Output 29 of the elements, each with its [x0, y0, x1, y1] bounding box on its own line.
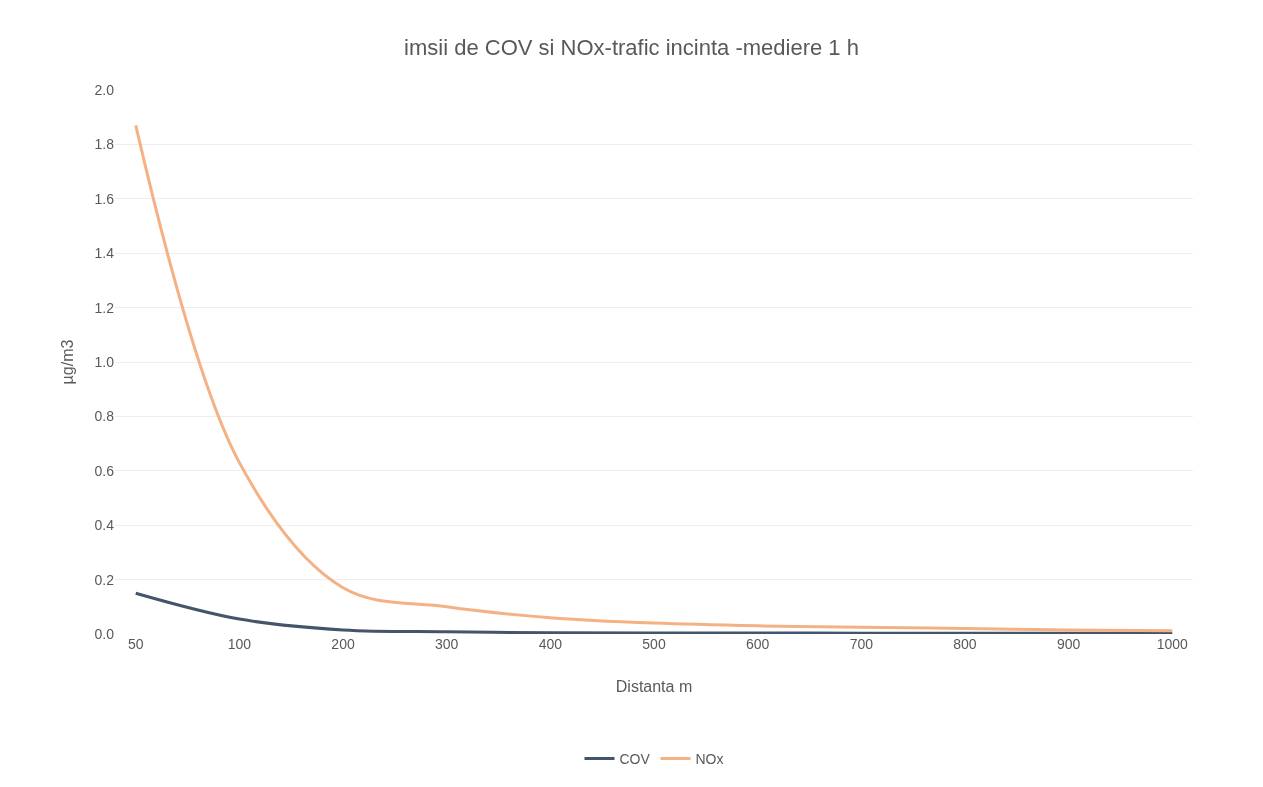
x-tick-label: 50 — [127, 636, 144, 652]
y-tick-label: 1.2 — [94, 299, 115, 316]
x-tick-label: 500 — [642, 636, 666, 652]
y-tick-label: 0.0 — [94, 625, 115, 642]
chart-title: imsii de COV si NOx-trafic incinta -mediere 1 h — [404, 34, 859, 60]
x-tick-label: 700 — [849, 636, 874, 652]
y-tick-label: 0.2 — [94, 571, 115, 588]
y-tick-label: 1.6 — [94, 190, 115, 207]
line-series — [134, 123, 1174, 633]
y-tick-label: 0.8 — [94, 408, 115, 425]
y-tick-label: 2.0 — [94, 81, 115, 98]
x-tick-label: 300 — [435, 636, 459, 652]
x-tick-label: 1000 — [1156, 636, 1189, 652]
x-axis-title: Distanta m — [615, 678, 693, 695]
y-tick-label: 0.6 — [94, 462, 115, 479]
x-tick-label: 900 — [1056, 636, 1081, 652]
legend-label: COV — [619, 750, 651, 767]
y-tick-label: 1.0 — [94, 353, 115, 370]
legend-label: NOx — [695, 750, 724, 767]
x-tick-label: 600 — [745, 636, 770, 652]
y-tick-label: 1.8 — [94, 136, 115, 153]
x-tick-label: 100 — [227, 636, 252, 652]
x-tick-label: 800 — [953, 636, 977, 652]
y-tick-label: 0.4 — [94, 517, 115, 534]
x-tick-label: 200 — [331, 636, 355, 652]
line-series — [134, 591, 1174, 634]
x-tick-label: 400 — [538, 636, 563, 652]
y-axis-title: µg/m3 — [59, 339, 76, 385]
y-tick-label: 1.4 — [94, 245, 115, 262]
